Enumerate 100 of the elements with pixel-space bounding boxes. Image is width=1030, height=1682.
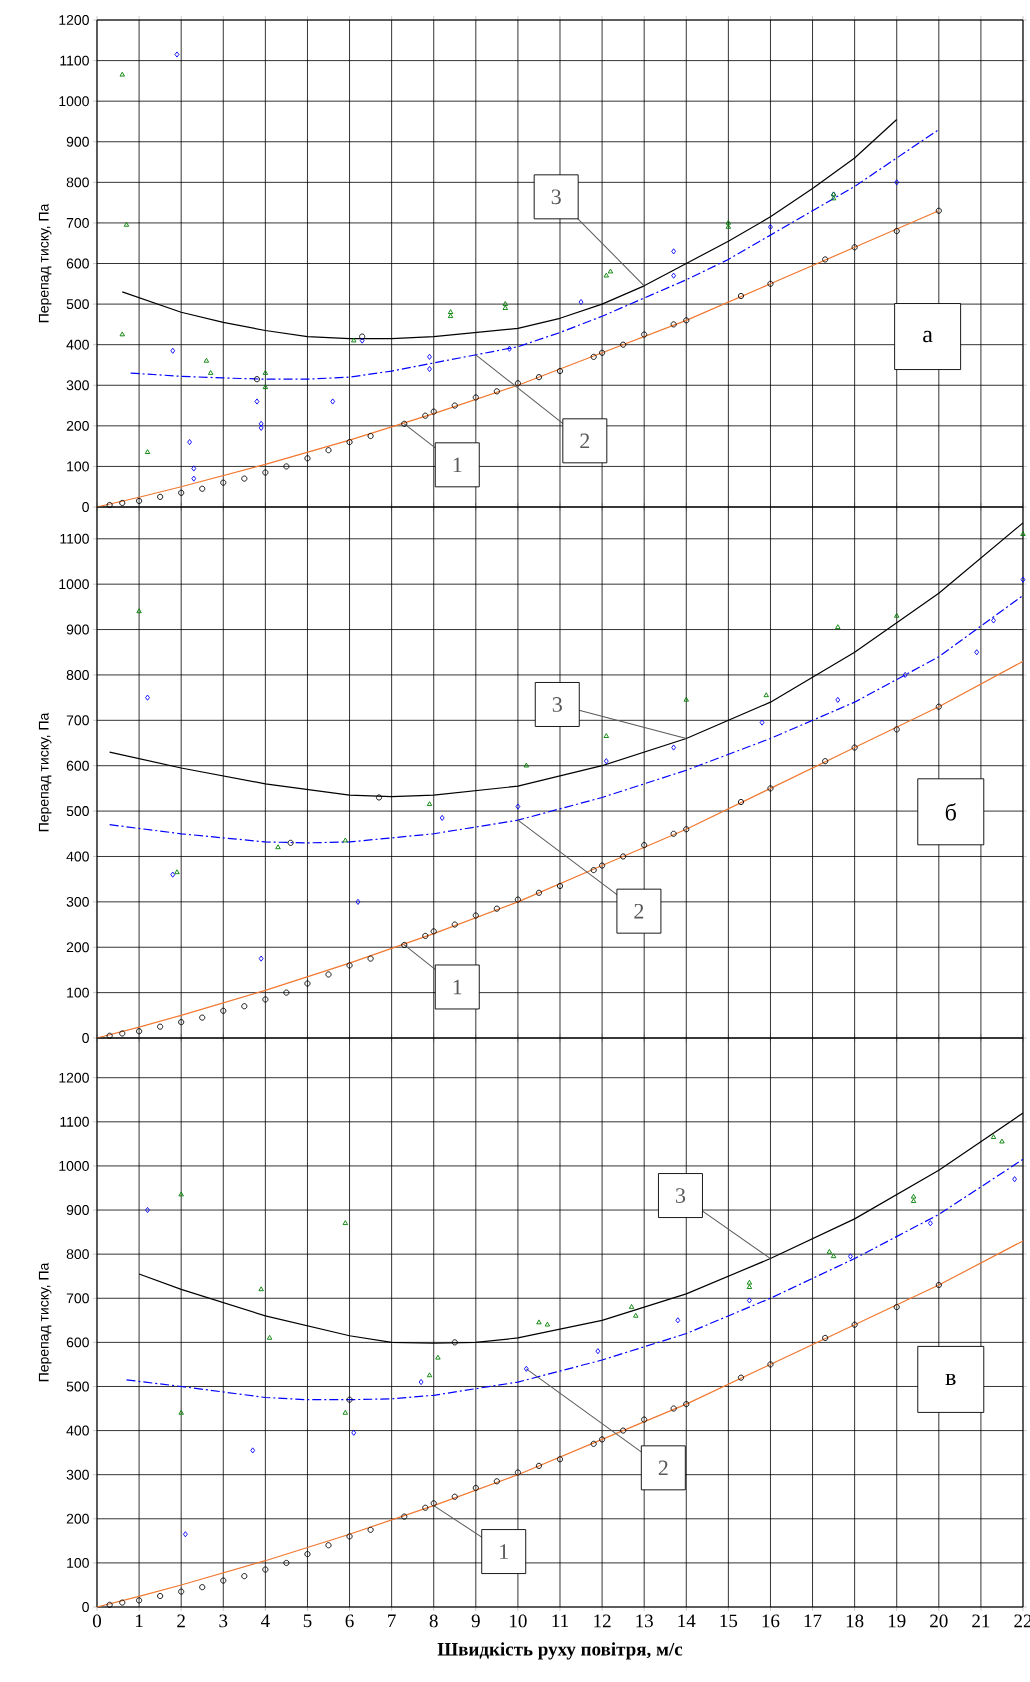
- point: [535, 374, 543, 381]
- x-tick-label: 7: [388, 1614, 396, 1627]
- point: [1020, 576, 1026, 583]
- point: [472, 1484, 479, 1491]
- point: [472, 912, 479, 919]
- point: [330, 398, 336, 405]
- point: [258, 955, 264, 962]
- y-tick-label: 800: [66, 669, 89, 680]
- point: [514, 1469, 521, 1476]
- point: [472, 394, 479, 401]
- point: [737, 1374, 745, 1381]
- point: [910, 1193, 917, 1199]
- point: [502, 301, 508, 306]
- point: [999, 1138, 1005, 1144]
- line-series: [125, 1158, 1024, 1401]
- point: [633, 1312, 639, 1318]
- point: [556, 882, 564, 890]
- point: [683, 696, 689, 702]
- point: [851, 244, 858, 251]
- point: [351, 337, 357, 343]
- y-tick-label: 200: [66, 942, 89, 953]
- point: [556, 1456, 564, 1463]
- point: [935, 703, 942, 710]
- point: [439, 814, 445, 821]
- y-tick-label: 300: [66, 380, 89, 391]
- x-tick-label: 11: [552, 1614, 569, 1628]
- x-tick-label: 2: [177, 1614, 185, 1628]
- point: [683, 826, 690, 833]
- y-tick-label: 400: [66, 1425, 89, 1436]
- y-tick-label: 0: [82, 1602, 89, 1612]
- y-tick-label: 700: [66, 715, 89, 726]
- x-tick-label: 16: [762, 1614, 780, 1628]
- point: [670, 1405, 677, 1412]
- point: [199, 485, 206, 492]
- y-tick-label: 400: [66, 339, 89, 350]
- y-tick-label: 0: [82, 1033, 89, 1043]
- y-tick-label: 1100: [60, 1116, 89, 1127]
- point: [851, 1321, 858, 1328]
- point: [262, 370, 269, 375]
- point: [435, 1354, 441, 1360]
- point: [894, 179, 900, 186]
- point: [974, 649, 980, 656]
- point: [502, 305, 508, 310]
- point: [910, 1198, 917, 1203]
- point: [507, 345, 512, 352]
- point: [514, 896, 521, 903]
- point: [351, 1429, 357, 1436]
- y-tick-label: 100: [67, 461, 89, 472]
- point: [422, 1504, 429, 1511]
- point: [767, 280, 774, 287]
- point: [355, 898, 361, 905]
- y-tick-label: 600: [66, 258, 89, 269]
- point: [325, 447, 332, 454]
- y-tick-label: 700: [66, 217, 89, 228]
- point: [590, 353, 597, 360]
- annotation: в: [945, 1373, 956, 1385]
- point: [928, 1220, 933, 1227]
- point: [262, 384, 269, 390]
- x-tick-label: 10: [510, 1614, 527, 1628]
- point: [203, 357, 210, 363]
- point: [144, 449, 151, 454]
- point: [283, 463, 290, 470]
- x-tick-label: 6: [345, 1614, 354, 1628]
- point: [367, 955, 374, 962]
- point: [835, 624, 841, 630]
- point: [746, 1279, 753, 1285]
- point: [447, 309, 454, 314]
- point: [401, 941, 408, 949]
- point: [191, 475, 197, 482]
- annotation: а: [923, 330, 933, 343]
- point: [346, 1396, 353, 1403]
- x-tick-label: 0: [92, 1614, 102, 1628]
- point: [763, 692, 769, 698]
- y-tick-label: 100: [67, 1557, 89, 1568]
- point: [451, 1493, 458, 1500]
- point: [342, 1220, 349, 1226]
- point: [220, 479, 227, 486]
- point: [254, 398, 260, 405]
- point: [641, 842, 648, 849]
- x-tick-label: 12: [594, 1614, 611, 1628]
- point: [603, 733, 609, 738]
- point: [767, 785, 774, 792]
- point: [683, 317, 690, 324]
- point: [515, 803, 521, 810]
- point: [767, 1361, 774, 1368]
- point: [157, 1592, 164, 1600]
- point: [599, 1436, 606, 1443]
- point: [759, 719, 765, 726]
- point: [590, 1440, 597, 1447]
- point: [106, 501, 113, 509]
- y-tick-label: 600: [66, 1337, 89, 1348]
- point: [422, 932, 429, 939]
- x-tick-label: 8: [429, 1614, 438, 1628]
- point: [427, 353, 432, 360]
- point: [822, 1334, 829, 1341]
- point: [535, 1462, 543, 1469]
- point: [106, 1601, 113, 1608]
- point: [556, 368, 564, 375]
- point: [346, 962, 353, 969]
- point: [426, 801, 433, 807]
